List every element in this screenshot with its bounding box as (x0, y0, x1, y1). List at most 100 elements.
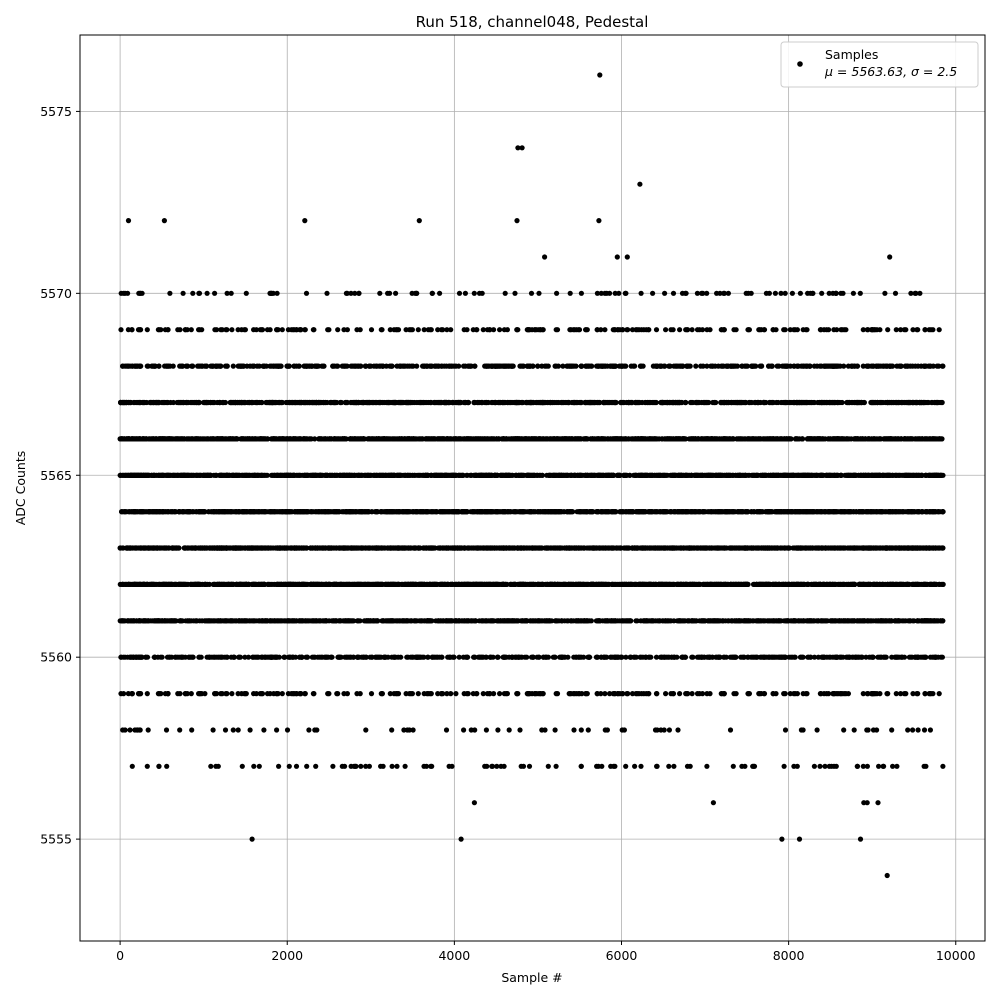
data-point (341, 472, 347, 478)
data-point (302, 472, 308, 478)
data-point (476, 436, 482, 442)
data-point (222, 436, 228, 442)
data-point (239, 472, 245, 478)
data-point (188, 399, 194, 406)
data-point (550, 399, 556, 406)
data-point (657, 472, 663, 478)
data-point (820, 436, 826, 442)
data-point (269, 399, 275, 406)
data-point (160, 472, 166, 478)
data-point (605, 472, 611, 478)
data-point (427, 363, 433, 369)
data-point (287, 436, 293, 442)
data-point (212, 327, 218, 333)
data-point (165, 399, 171, 406)
data-point (335, 327, 341, 333)
data-point (394, 472, 401, 478)
chart-title: Run 518, channel048, Pedestal (416, 13, 649, 31)
data-point (602, 363, 608, 369)
data-point (693, 363, 699, 369)
data-point (699, 327, 706, 333)
data-point (257, 327, 263, 333)
data-point (421, 327, 427, 333)
data-point (759, 363, 765, 369)
data-point (414, 363, 420, 369)
data-point (871, 436, 877, 442)
data-point (159, 436, 165, 442)
data-point (589, 363, 595, 369)
data-point (151, 472, 157, 478)
data-point (910, 327, 916, 333)
data-point (138, 399, 144, 406)
data-point (291, 327, 297, 333)
data-point (320, 363, 326, 369)
data-point (841, 436, 848, 442)
data-point (733, 363, 739, 369)
data-point (395, 327, 402, 333)
data-point (787, 327, 793, 333)
data-point (834, 327, 840, 333)
data-point (341, 327, 347, 333)
data-point (136, 472, 142, 478)
data-point (287, 399, 293, 406)
data-point (743, 399, 749, 406)
data-point (485, 399, 491, 406)
data-point (694, 399, 700, 406)
data-point (177, 327, 183, 333)
data-point (520, 363, 526, 369)
data-point (601, 399, 607, 406)
data-point (204, 290, 210, 296)
data-point (578, 363, 584, 369)
data-point (707, 327, 713, 333)
data-point (748, 290, 754, 296)
data-point (462, 399, 468, 406)
data-point (721, 399, 727, 406)
data-point (156, 399, 162, 406)
data-point (893, 327, 899, 333)
data-point (831, 399, 837, 406)
data-point (351, 472, 357, 478)
data-point (650, 363, 657, 369)
data-point (121, 472, 127, 478)
data-point (554, 290, 560, 296)
data-point (369, 472, 375, 478)
data-point (403, 399, 409, 406)
data-point (437, 472, 444, 478)
data-point (638, 290, 644, 296)
data-point (939, 399, 945, 406)
data-point (223, 327, 229, 333)
data-point (688, 436, 694, 442)
data-point (276, 363, 282, 369)
data-point (768, 363, 774, 369)
data-point (249, 399, 255, 406)
data-point (193, 436, 199, 442)
data-point (568, 436, 574, 442)
data-point (677, 327, 683, 333)
data-point (917, 290, 923, 296)
data-point (166, 436, 172, 442)
data-point (296, 399, 303, 406)
data-point (781, 327, 787, 333)
data-point (663, 327, 669, 333)
data-point (409, 290, 415, 296)
data-point (818, 363, 825, 369)
data-point (137, 363, 143, 369)
data-point (608, 436, 614, 442)
data-point (807, 290, 814, 296)
data-point (682, 290, 689, 296)
data-point (704, 290, 710, 296)
data-point (368, 327, 375, 333)
data-point (679, 399, 685, 406)
data-point (662, 363, 668, 369)
data-point (706, 472, 712, 478)
data-point (388, 436, 394, 442)
data-point (348, 290, 354, 296)
data-point (874, 327, 880, 333)
data-point (619, 363, 625, 369)
data-point (807, 363, 813, 369)
data-point (512, 290, 518, 296)
data-point (725, 363, 731, 369)
data-point (259, 436, 265, 442)
data-point (869, 399, 875, 406)
